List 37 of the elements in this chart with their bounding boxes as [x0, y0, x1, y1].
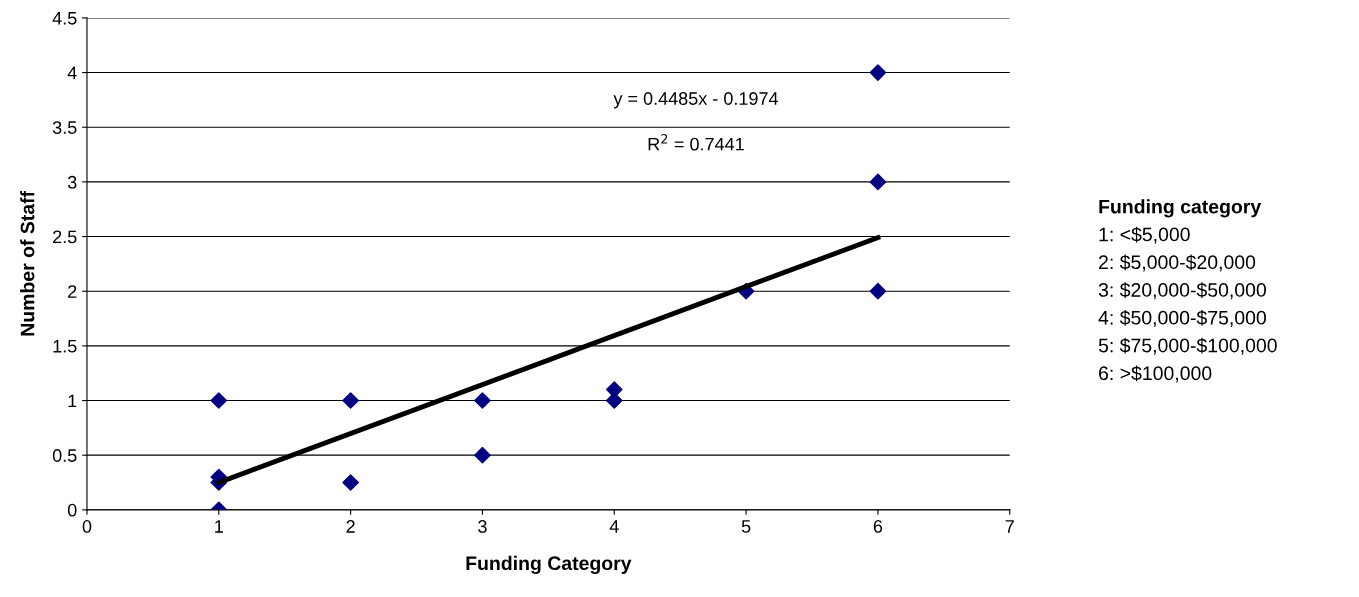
- y-tick-label: 3: [67, 175, 77, 189]
- x-axis-title: Funding Category: [466, 555, 632, 575]
- point: [474, 392, 491, 409]
- x-tick-label: 0: [82, 520, 92, 533]
- y-tick-label: 4.5: [52, 12, 77, 25]
- text: 5: $75,000-$100,000: [1098, 337, 1277, 355]
- y-tick-label: 1: [68, 394, 77, 408]
- annotation: y = 0.4485x - 0.1974: [613, 92, 779, 109]
- text: 6: >$100,000: [1099, 365, 1212, 383]
- text: Funding category: [1099, 199, 1262, 218]
- text: 4: $50,000-$75,000: [1098, 310, 1266, 327]
- y-tick-label: 0: [67, 503, 77, 517]
- text: 1: <$5,000: [1099, 226, 1190, 244]
- x-tick-label: 5: [741, 520, 751, 533]
- point: [869, 64, 887, 81]
- x-tick-label: 3: [478, 520, 487, 533]
- point: [342, 392, 359, 409]
- y-tick-label: 3.5: [52, 121, 77, 134]
- annotation: R$^{2}$ = 0.7441: [648, 134, 744, 151]
- text: 3: $20,000-$50,000: [1098, 282, 1266, 300]
- point: [342, 474, 359, 491]
- y-tick-label: 1.5: [53, 339, 77, 353]
- y-tick-label: 2: [68, 285, 77, 298]
- x-tick-label: 7: [1005, 520, 1014, 533]
- y-tick-label: 0.5: [52, 449, 77, 462]
- text: 2: $5,000-$20,000: [1099, 254, 1256, 272]
- point: [210, 392, 228, 409]
- point: [474, 446, 491, 464]
- y-tick-label: 4: [67, 66, 77, 80]
- y-axis-title: Number of Staff: [20, 190, 35, 336]
- x-tick-label: 1: [215, 520, 223, 533]
- x-tick-label: 6: [873, 520, 883, 533]
- x-tick-label: 4: [609, 520, 619, 533]
- point: [869, 282, 887, 300]
- y-tick-label: 2.5: [53, 230, 77, 244]
- x-tick-label: 2: [346, 520, 355, 533]
- point: [869, 173, 887, 191]
